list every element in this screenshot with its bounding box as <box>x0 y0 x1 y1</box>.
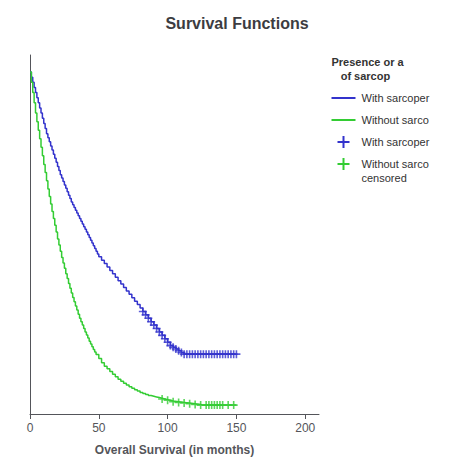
svg-text:50: 50 <box>92 421 106 435</box>
svg-text:150: 150 <box>226 421 246 435</box>
svg-text:Without sarco: Without sarco <box>362 158 429 170</box>
svg-text:of sarcop: of sarcop <box>332 70 391 82</box>
svg-text:Survival Functions: Survival Functions <box>165 15 308 32</box>
svg-text:0: 0 <box>27 421 34 435</box>
svg-text:Presence or a: Presence or a <box>332 56 405 68</box>
svg-text:With sarcoper: With sarcoper <box>362 136 430 148</box>
svg-text:With sarcoper: With sarcoper <box>362 92 430 104</box>
svg-text:100: 100 <box>158 421 178 435</box>
svg-text:censored: censored <box>362 172 407 184</box>
svg-text:200: 200 <box>295 421 315 435</box>
svg-text:Overall Survival (in months): Overall Survival (in months) <box>95 443 254 457</box>
svg-text:Without sarco: Without sarco <box>362 114 429 126</box>
